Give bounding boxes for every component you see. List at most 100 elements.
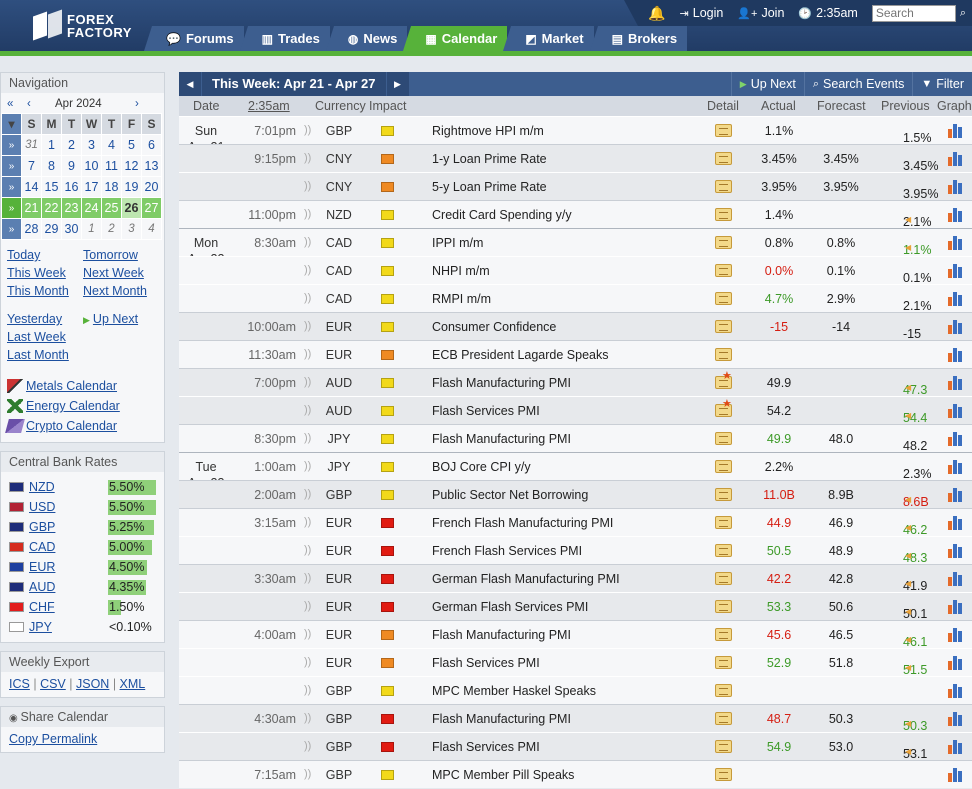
event-title[interactable]: Flash Manufacturing PMI bbox=[432, 712, 571, 726]
graph-bars-icon[interactable] bbox=[948, 515, 962, 530]
detail-folder-icon[interactable] bbox=[715, 740, 732, 753]
event-title[interactable]: MPC Member Haskel Speaks bbox=[432, 684, 596, 698]
detail-folder-icon[interactable] bbox=[715, 460, 732, 473]
detail-folder-icon[interactable] bbox=[715, 768, 732, 781]
graph-bars-icon[interactable] bbox=[948, 683, 962, 698]
select-week-button[interactable]: » bbox=[1, 155, 22, 177]
graph-bars-icon[interactable] bbox=[948, 291, 962, 306]
calendar-row[interactable]: )) AUD Flash Services PMI 54.2 54.4◀ bbox=[179, 396, 972, 425]
event-title[interactable]: ECB President Lagarde Speaks bbox=[432, 348, 609, 362]
sound-alert-icon[interactable]: )) bbox=[304, 544, 312, 556]
calendar-day[interactable]: 20 bbox=[141, 176, 162, 198]
graph-bars-icon[interactable] bbox=[948, 403, 962, 418]
calendar-day[interactable]: 22 bbox=[41, 197, 62, 219]
graph-bars-icon[interactable] bbox=[948, 151, 962, 166]
event-title[interactable]: MPC Member Pill Speaks bbox=[432, 768, 575, 782]
calendar-day[interactable]: 8 bbox=[41, 155, 62, 177]
search-submit-icon[interactable]: ⌕ bbox=[959, 6, 966, 19]
sound-alert-icon[interactable]: )) bbox=[304, 432, 312, 444]
calendar-row[interactable]: 11:30am)) EUR ECB President Lagarde Speaks bbox=[179, 340, 972, 368]
event-title[interactable]: German Flash Services PMI bbox=[432, 600, 589, 614]
last-week-link[interactable]: Last Week bbox=[7, 330, 66, 344]
up-next-link[interactable]: Up Next bbox=[92, 312, 139, 326]
event-title[interactable]: Flash Manufacturing PMI bbox=[432, 376, 571, 390]
sound-alert-icon[interactable]: )) bbox=[304, 628, 312, 640]
graph-bars-icon[interactable] bbox=[948, 599, 962, 614]
event-title[interactable]: Public Sector Net Borrowing bbox=[432, 488, 589, 502]
currency-link[interactable]: JPY bbox=[29, 620, 52, 634]
detail-folder-icon[interactable] bbox=[715, 320, 732, 333]
next-month-link[interactable]: Next Month bbox=[83, 284, 147, 298]
sound-alert-icon[interactable]: )) bbox=[304, 768, 312, 780]
sound-alert-icon[interactable]: )) bbox=[304, 124, 312, 136]
calendar-row[interactable]: 7:00pm)) AUD Flash Manufacturing PMI 49.9 47… bbox=[179, 368, 972, 397]
event-title[interactable]: French Flash Services PMI bbox=[432, 544, 583, 558]
sound-alert-icon[interactable]: )) bbox=[304, 488, 312, 500]
export-csv-link[interactable]: CSV bbox=[40, 677, 66, 691]
copy-permalink-link[interactable]: Copy Permalink bbox=[9, 732, 98, 746]
select-week-button[interactable]: » bbox=[1, 197, 22, 219]
select-week-button[interactable]: » bbox=[1, 176, 22, 198]
detail-folder-icon[interactable] bbox=[715, 124, 732, 137]
calendar-day[interactable]: 30 bbox=[61, 218, 82, 240]
detail-folder-icon[interactable] bbox=[715, 264, 732, 277]
yesterday-link[interactable]: Yesterday bbox=[7, 312, 63, 326]
sound-alert-icon[interactable]: )) bbox=[304, 516, 312, 528]
calendar-row[interactable]: )) CAD RMPI m/m 4.7% 2.9% 2.1% bbox=[179, 284, 972, 313]
sound-alert-icon[interactable]: )) bbox=[304, 656, 312, 668]
col-time[interactable]: 2:35am bbox=[248, 99, 290, 113]
calendar-day[interactable]: 27 bbox=[141, 197, 162, 219]
calendar-day[interactable]: 1 bbox=[81, 218, 102, 240]
calendar-row[interactable]: 3:30am)) EUR German Flash Manufacturing PM… bbox=[179, 564, 972, 593]
calendar-row[interactable]: 11:00pm)) NZD Credit Card Spending y/y 1.4%… bbox=[179, 200, 972, 229]
calendar-day[interactable]: 15 bbox=[41, 176, 62, 198]
login-link[interactable]: ⇥ Login bbox=[680, 6, 724, 20]
graph-bars-icon[interactable] bbox=[948, 627, 962, 642]
detail-folder-icon[interactable] bbox=[715, 544, 732, 557]
tab-trades[interactable]: ▥ Trades bbox=[239, 26, 330, 51]
graph-bars-icon[interactable] bbox=[948, 487, 962, 502]
metals-calendar-link[interactable]: Metals Calendar bbox=[26, 379, 118, 393]
event-title[interactable]: IPPI m/m bbox=[432, 236, 484, 250]
graph-bars-icon[interactable] bbox=[948, 543, 962, 558]
prev-week-button[interactable]: ◀ bbox=[179, 72, 201, 96]
currency-link[interactable]: EUR bbox=[29, 560, 56, 574]
event-title[interactable]: BOJ Core CPI y/y bbox=[432, 460, 531, 474]
this-week-link[interactable]: This Week bbox=[7, 266, 66, 280]
graph-bars-icon[interactable] bbox=[948, 347, 962, 362]
event-title[interactable]: Credit Card Spending y/y bbox=[432, 208, 572, 222]
graph-bars-icon[interactable] bbox=[948, 655, 962, 670]
export-xml-link[interactable]: XML bbox=[119, 677, 146, 691]
calendar-row[interactable]: )) EUR French Flash Services PMI 50.5 48.9 48… bbox=[179, 536, 972, 565]
calendar-day[interactable]: 7 bbox=[21, 155, 42, 177]
calendar-day[interactable]: 29 bbox=[41, 218, 62, 240]
search-input[interactable] bbox=[871, 4, 956, 22]
event-title[interactable]: Flash Manufacturing PMI bbox=[432, 628, 571, 642]
last-month-link[interactable]: Last Month bbox=[7, 348, 69, 362]
graph-bars-icon[interactable] bbox=[948, 235, 962, 250]
currency-link[interactable]: USD bbox=[29, 500, 56, 514]
graph-bars-icon[interactable] bbox=[948, 375, 962, 390]
next-month-button[interactable]: › bbox=[135, 98, 139, 110]
event-title[interactable]: NHPI m/m bbox=[432, 264, 490, 278]
sound-alert-icon[interactable]: )) bbox=[304, 320, 312, 332]
graph-bars-icon[interactable] bbox=[948, 319, 962, 334]
calendar-day[interactable]: 11 bbox=[101, 155, 122, 177]
detail-folder-icon[interactable] bbox=[715, 572, 732, 585]
tab-market[interactable]: ◩ Market bbox=[503, 26, 594, 51]
detail-folder-icon[interactable] bbox=[715, 397, 732, 417]
detail-folder-icon[interactable] bbox=[715, 600, 732, 613]
graph-bars-icon[interactable] bbox=[948, 767, 962, 782]
event-title[interactable]: Flash Services PMI bbox=[432, 404, 540, 418]
calendar-day[interactable]: 17 bbox=[81, 176, 102, 198]
tab-calendar[interactable]: ▦ Calendar bbox=[403, 26, 508, 51]
next-week-button[interactable]: ▶ bbox=[386, 72, 409, 96]
calendar-day[interactable]: 4 bbox=[101, 134, 122, 156]
tomorrow-link[interactable]: Tomorrow bbox=[83, 248, 138, 262]
event-title[interactable]: French Flash Manufacturing PMI bbox=[432, 516, 614, 530]
graph-bars-icon[interactable] bbox=[948, 459, 962, 474]
graph-bars-icon[interactable] bbox=[948, 739, 962, 754]
graph-bars-icon[interactable] bbox=[948, 431, 962, 446]
detail-folder-icon[interactable] bbox=[715, 236, 732, 249]
